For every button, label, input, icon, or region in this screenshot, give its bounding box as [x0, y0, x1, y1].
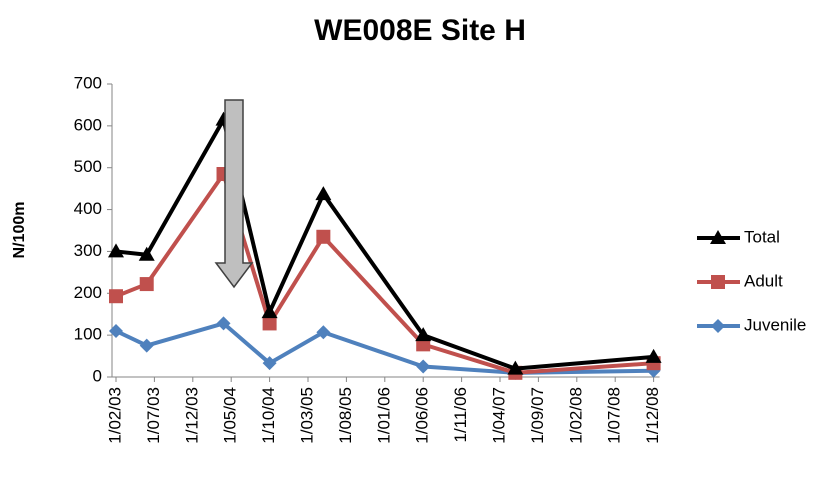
marker [109, 289, 123, 304]
legend-label: Adult [744, 271, 783, 290]
marker [645, 348, 662, 363]
y-tick-label: 200 [74, 283, 102, 302]
y-tick-label: 600 [74, 115, 102, 134]
x-tick-label: 1/12/08 [643, 387, 662, 444]
marker [710, 230, 726, 244]
x-tick-label: 1/09/07 [528, 387, 547, 444]
marker [711, 319, 725, 333]
marker [315, 186, 332, 201]
y-axis-label: N/100m [11, 202, 28, 259]
series-line [115, 171, 654, 375]
x-tick-label: 1/12/03 [182, 387, 201, 444]
x-tick-label: 1/01/06 [374, 387, 393, 444]
y-tick-label: 100 [74, 325, 102, 344]
x-tick-label: 1/05/04 [221, 387, 240, 444]
y-tick-label: 300 [74, 241, 102, 260]
marker [415, 327, 432, 342]
marker [316, 325, 331, 340]
marker [416, 359, 431, 374]
legend-label: Total [744, 227, 780, 246]
chart-title: WE008E Site H [314, 14, 526, 47]
x-tick-label: 1/07/08 [605, 387, 624, 444]
y-tick-label: 500 [74, 157, 102, 176]
x-tick-label: 1/03/05 [297, 387, 316, 444]
y-tick-label: 400 [74, 199, 102, 218]
y-tick-label: 0 [93, 366, 102, 385]
legend-label: Juvenile [744, 315, 806, 334]
marker [262, 316, 277, 331]
x-tick-label: 1/02/08 [566, 387, 585, 444]
series-line [115, 321, 654, 375]
marker [109, 323, 123, 338]
y-tick-label: 700 [74, 73, 102, 92]
marker [216, 316, 231, 331]
marker [108, 243, 124, 258]
marker [139, 338, 154, 353]
marker [507, 360, 524, 375]
marker [138, 246, 155, 261]
x-tick-label: 1/04/07 [489, 387, 508, 444]
annotation-arrow [214, 99, 254, 289]
x-tick-label: 1/07/03 [144, 387, 163, 444]
x-tick-label: 1/06/06 [413, 387, 432, 444]
marker [711, 275, 725, 289]
x-tick-label: 1/02/03 [105, 387, 124, 444]
x-tick-label: 1/11/06 [451, 387, 470, 442]
marker [261, 304, 278, 319]
marker [262, 356, 277, 371]
marker [316, 229, 331, 244]
x-tick-label: 1/10/04 [259, 387, 278, 444]
x-tick-label: 1/08/05 [336, 387, 355, 444]
marker [139, 277, 154, 292]
series-line [115, 117, 654, 371]
